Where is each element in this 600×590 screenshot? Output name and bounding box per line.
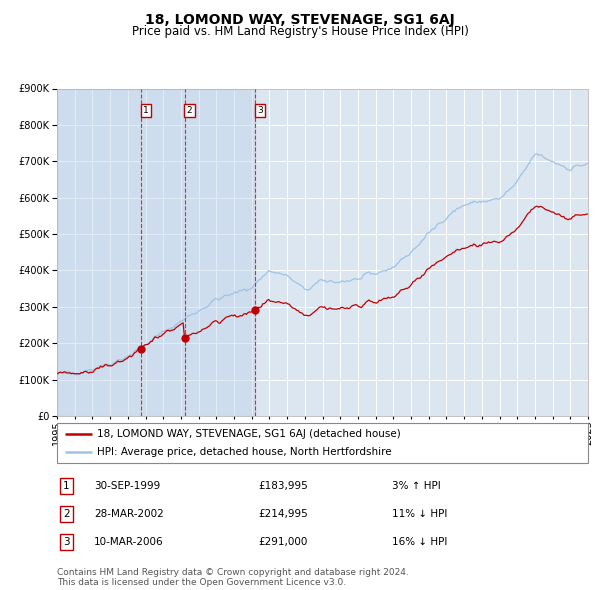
Text: 30-SEP-1999: 30-SEP-1999 xyxy=(94,481,160,491)
Text: 3% ↑ HPI: 3% ↑ HPI xyxy=(392,481,440,491)
Point xyxy=(136,345,146,354)
Text: 2: 2 xyxy=(63,509,70,519)
Text: 1: 1 xyxy=(63,481,70,491)
Text: 1: 1 xyxy=(143,106,149,115)
Text: £183,995: £183,995 xyxy=(259,481,308,491)
Text: 18, LOMOND WAY, STEVENAGE, SG1 6AJ: 18, LOMOND WAY, STEVENAGE, SG1 6AJ xyxy=(145,13,455,27)
Text: £291,000: £291,000 xyxy=(259,537,308,547)
Text: Contains HM Land Registry data © Crown copyright and database right 2024.: Contains HM Land Registry data © Crown c… xyxy=(57,568,409,576)
Point xyxy=(180,333,190,342)
Text: 16% ↓ HPI: 16% ↓ HPI xyxy=(392,537,447,547)
Text: 3: 3 xyxy=(63,537,70,547)
Bar xyxy=(57,88,255,416)
Text: HPI: Average price, detached house, North Hertfordshire: HPI: Average price, detached house, Nort… xyxy=(97,447,391,457)
Text: 11% ↓ HPI: 11% ↓ HPI xyxy=(392,509,447,519)
Text: £214,995: £214,995 xyxy=(259,509,308,519)
FancyBboxPatch shape xyxy=(57,423,588,463)
Text: 2: 2 xyxy=(187,106,193,115)
Text: Price paid vs. HM Land Registry's House Price Index (HPI): Price paid vs. HM Land Registry's House … xyxy=(131,25,469,38)
Text: 18, LOMOND WAY, STEVENAGE, SG1 6AJ (detached house): 18, LOMOND WAY, STEVENAGE, SG1 6AJ (deta… xyxy=(97,429,401,439)
Text: 3: 3 xyxy=(257,106,263,115)
Point xyxy=(250,306,260,315)
Text: This data is licensed under the Open Government Licence v3.0.: This data is licensed under the Open Gov… xyxy=(57,578,346,587)
Text: 28-MAR-2002: 28-MAR-2002 xyxy=(94,509,164,519)
Text: 10-MAR-2006: 10-MAR-2006 xyxy=(94,537,164,547)
